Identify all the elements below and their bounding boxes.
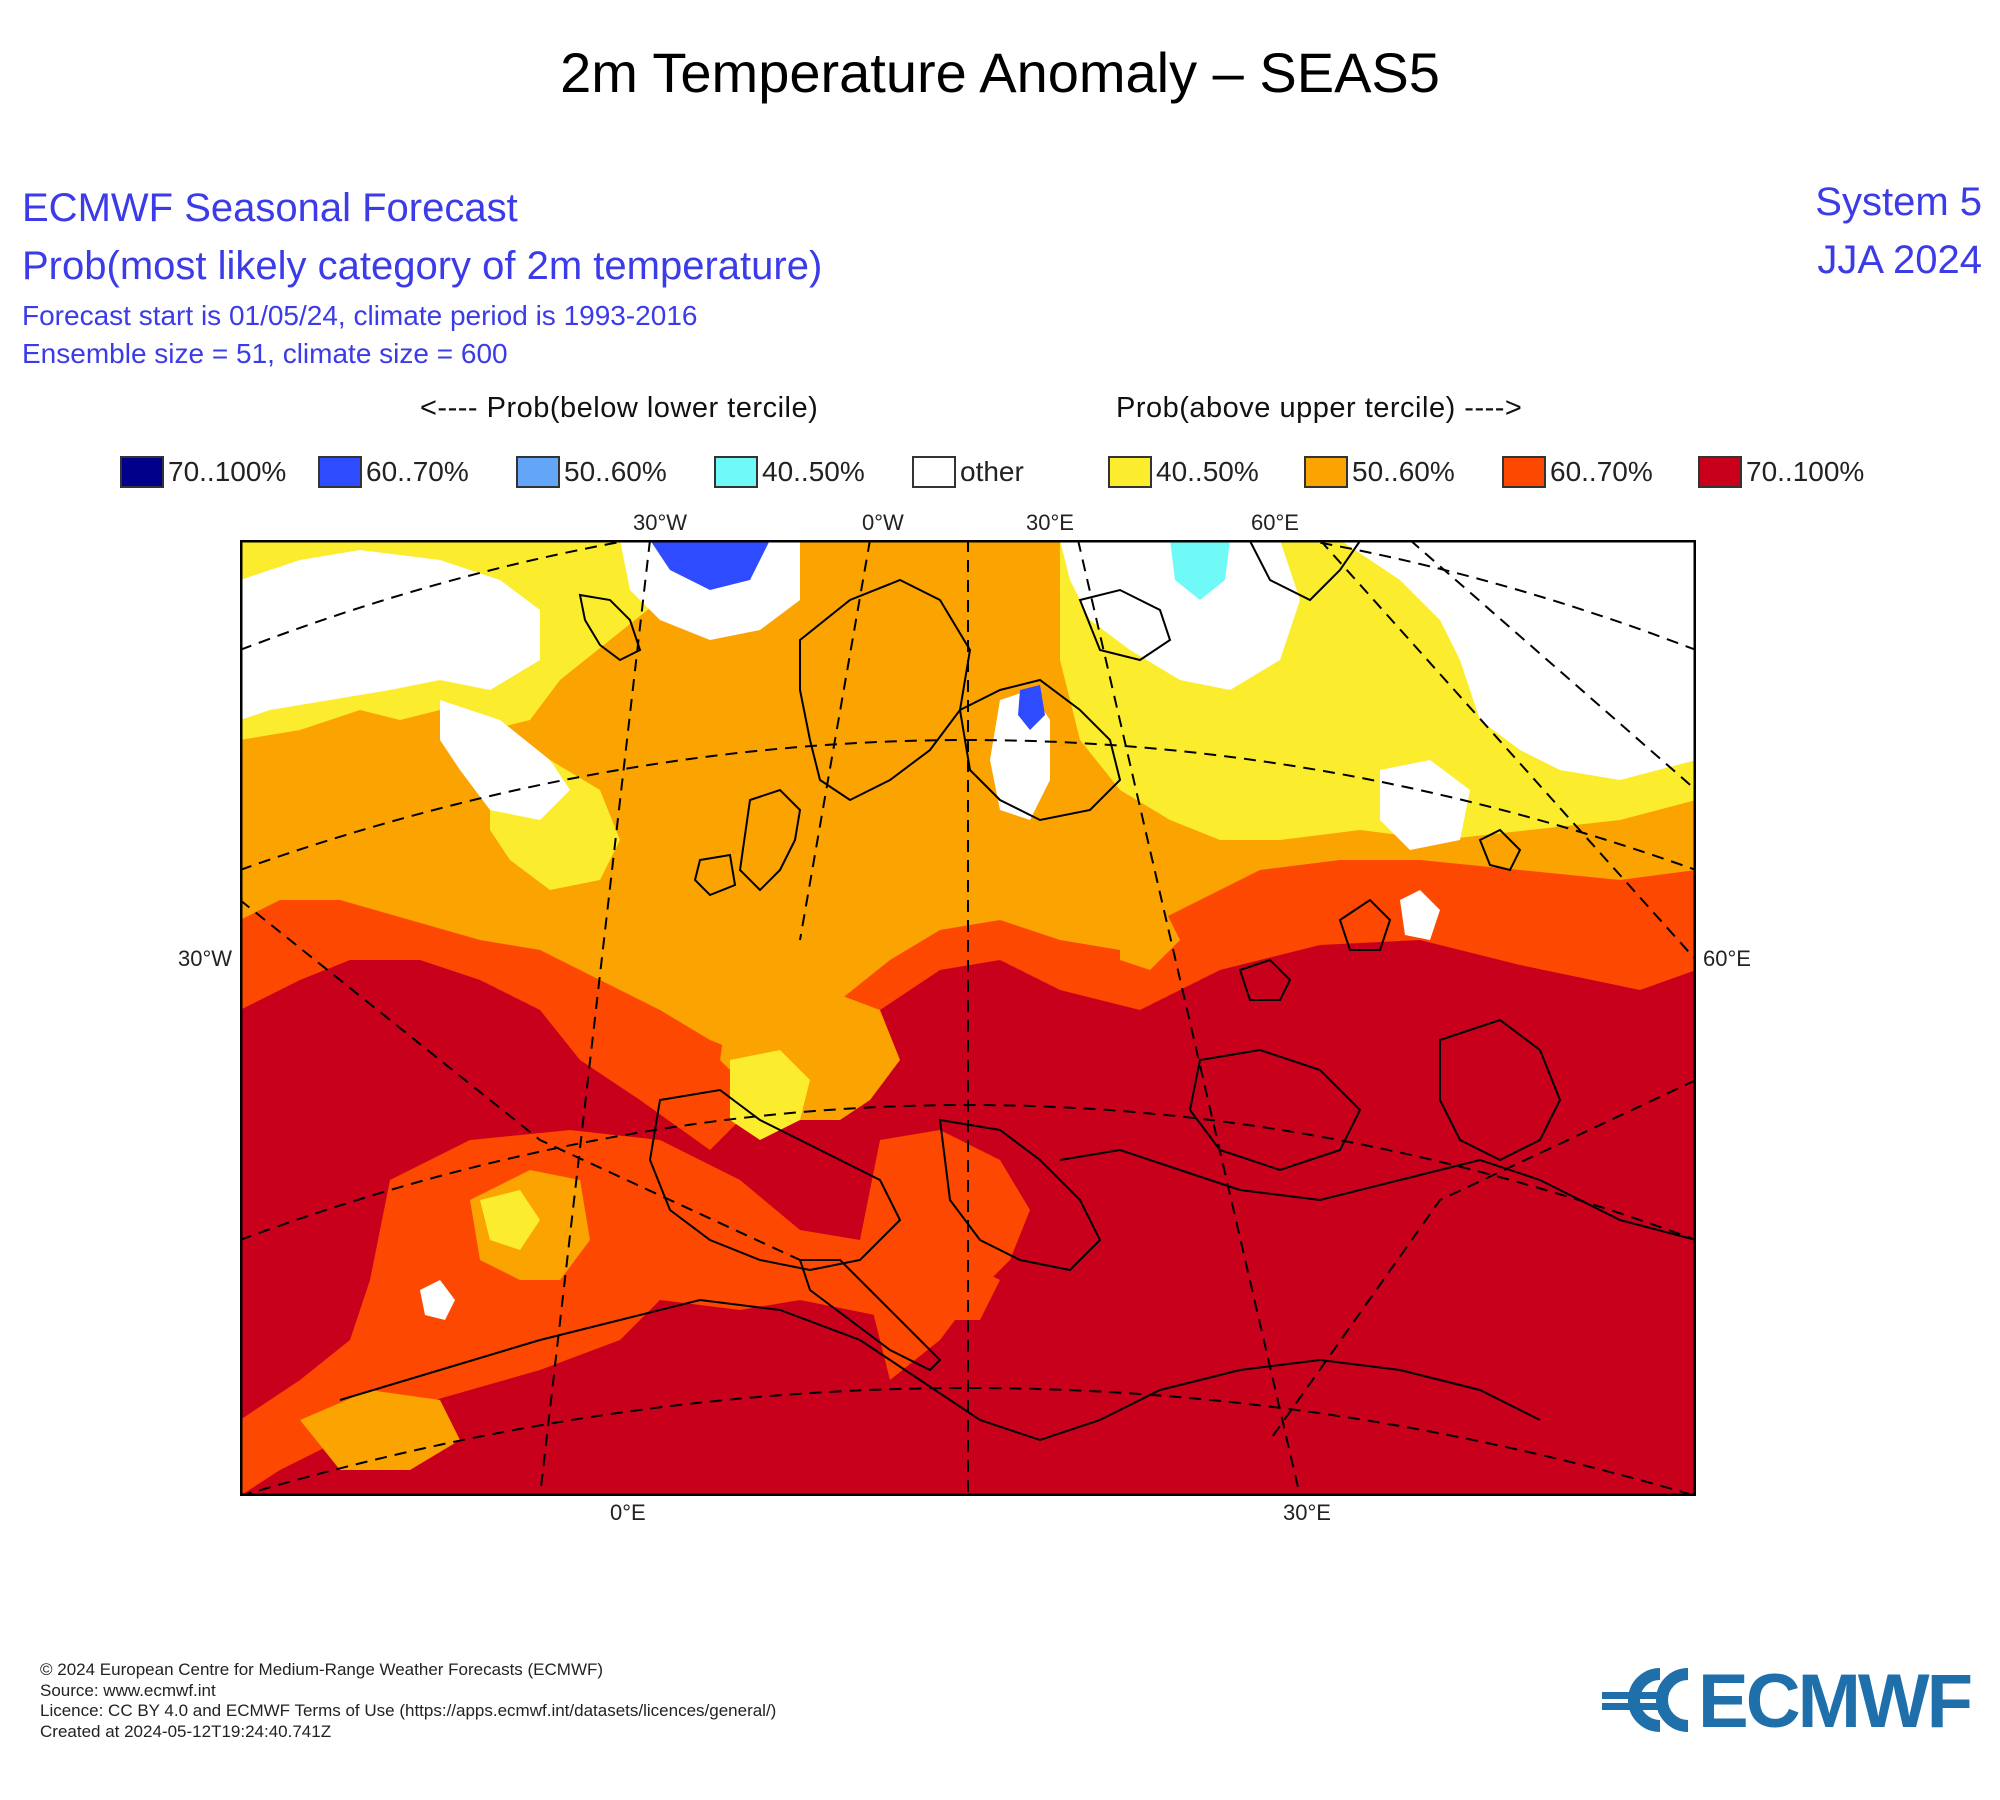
legend-swatch (318, 456, 362, 488)
legend-swatch (516, 456, 560, 488)
legend-item: 70..100% (120, 452, 286, 492)
legend-swatch (912, 456, 956, 488)
footer: © 2024 European Centre for Medium-Range … (40, 1660, 776, 1742)
legend-label: 50..60% (564, 456, 667, 487)
legend-swatch (1698, 456, 1742, 488)
header-forecast-start: Forecast start is 01/05/24, climate peri… (22, 300, 698, 331)
legend-item: 50..60% (1304, 452, 1455, 492)
prob-60-70-region (240, 1130, 1000, 1496)
top-tick-label: 30°W (633, 510, 688, 535)
anomaly-map (240, 540, 1696, 1496)
legend-swatch (1304, 456, 1348, 488)
above-tercile-hint: Prob(above upper tercile) ----> (1116, 392, 1523, 424)
header-ensemble-size: Ensemble size = 51, climate size = 600 (22, 338, 508, 369)
ecmwf-logo-text: ECMWF (1698, 1659, 1973, 1744)
other-region (420, 1280, 455, 1320)
other-region (1340, 540, 1696, 780)
prob-60-70-region (860, 1130, 1030, 1380)
legend-item: other (912, 452, 1024, 492)
graticule (240, 540, 1696, 1496)
legend-label: other (960, 456, 1024, 487)
top-tick-label: 60°E (1251, 510, 1299, 535)
footer-copyright: © 2024 European Centre for Medium-Range … (40, 1660, 604, 1679)
legend-swatch (120, 456, 164, 488)
other-region (1060, 540, 1300, 690)
legend-item: 60..70% (318, 452, 469, 492)
legend-item: 70..100% (1698, 452, 1864, 492)
period-label: JJA 2024 (1817, 238, 1982, 282)
legend-label: 40..50% (1156, 456, 1259, 487)
top-tick-label: 30°E (1026, 510, 1074, 535)
map-border (240, 540, 1696, 1496)
ecmwf-logo: ECMWF (1598, 1659, 1978, 1744)
legend-swatch (714, 456, 758, 488)
header-subtitle: Prob(most likely category of 2m temperat… (22, 244, 823, 288)
footer-source: Source: www.ecmwf.int (40, 1680, 216, 1700)
below-tercile-hint: <---- Prob(below lower tercile) (420, 392, 819, 424)
prob-40-50-region (480, 1190, 540, 1250)
ecmwf-logo-icon (1602, 1668, 1689, 1732)
page-title: 2m Temperature Anomaly – SEAS5 (560, 41, 1440, 104)
legend-label: 70..100% (1746, 456, 1865, 487)
system-label: System 5 (1815, 180, 1982, 224)
legend-label: 60..70% (1550, 456, 1653, 487)
other-region (1380, 760, 1470, 850)
legend-item: 50..60% (516, 452, 667, 492)
other-region (440, 700, 570, 820)
other-region (240, 550, 540, 720)
footer-created: Created at 2024-05-12T19:24:40.741Z (40, 1721, 332, 1741)
legend-label: 50..60% (1352, 456, 1455, 487)
bottom-tick-label: 30°E (1283, 1500, 1331, 1525)
legend-label: 60..70% (366, 456, 469, 487)
top-tick-label: 0°W (862, 510, 904, 535)
header-title: ECMWF Seasonal Forecast (22, 186, 518, 230)
legend-item: 40..50% (1108, 452, 1259, 492)
legend-label: 70..100% (168, 456, 287, 487)
legend-swatch (1502, 456, 1546, 488)
legend-label: 40..50% (762, 456, 865, 487)
legend-item: 40..50% (714, 452, 865, 492)
color-legend: 70..100% 60..70% 50..60% 40..50% other 4… (120, 452, 1880, 492)
other-region (1400, 890, 1440, 940)
prob-below-region (1170, 540, 1230, 600)
legend-item: 60..70% (1502, 452, 1653, 492)
footer-licence: Licence: CC BY 4.0 and ECMWF Terms of Us… (40, 1701, 777, 1720)
bottom-tick-label: 0°E (610, 1500, 646, 1525)
prob-below-region (650, 540, 770, 590)
left-tick-label: 30°W (178, 946, 233, 971)
legend-swatch (1108, 456, 1152, 488)
prob-below-region (1018, 685, 1045, 730)
right-tick-label: 60°E (1703, 946, 1751, 971)
